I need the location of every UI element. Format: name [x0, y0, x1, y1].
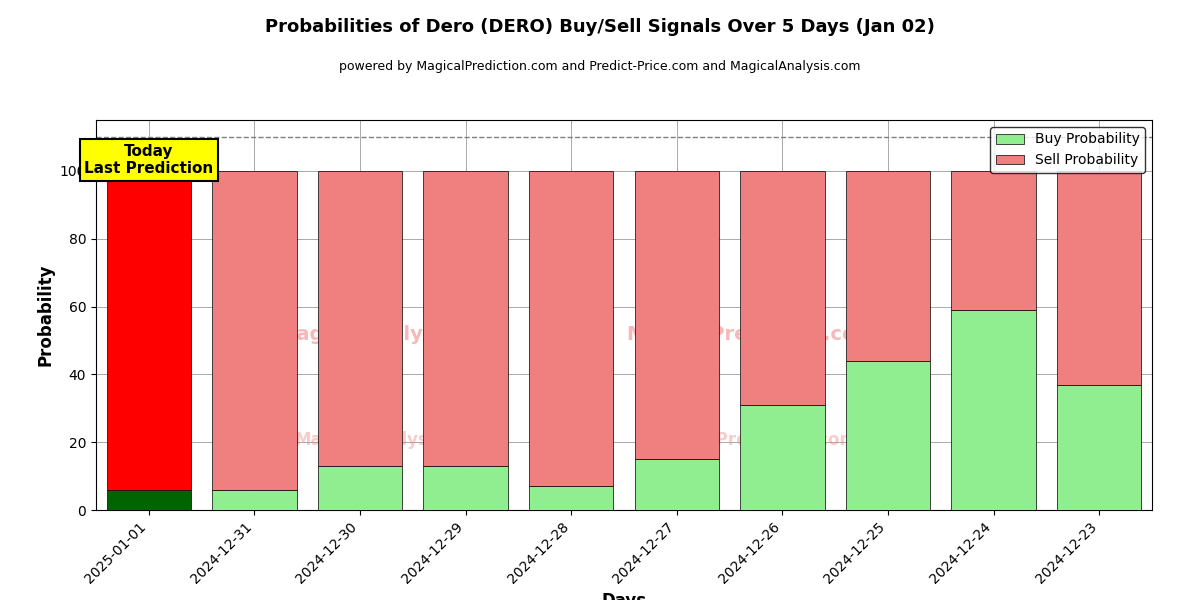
Bar [107, 171, 191, 490]
Text: powered by MagicalPrediction.com and Predict-Price.com and MagicalAnalysis.com: powered by MagicalPrediction.com and Pre… [340, 60, 860, 73]
Bar [846, 361, 930, 510]
Bar [212, 171, 296, 490]
Y-axis label: Probability: Probability [36, 264, 54, 366]
Bar [635, 459, 719, 510]
Bar [952, 310, 1036, 510]
Text: MagicalPrediction.com: MagicalPrediction.com [644, 431, 857, 449]
Bar [529, 171, 613, 486]
Bar [318, 466, 402, 510]
Bar [212, 490, 296, 510]
Bar [529, 486, 613, 510]
Bar [740, 171, 824, 405]
Text: MagicalAnalysis.com: MagicalAnalysis.com [294, 431, 488, 449]
Bar [107, 490, 191, 510]
Text: MagicalAnalysis.com: MagicalAnalysis.com [277, 325, 506, 344]
Text: Probabilities of Dero (DERO) Buy/Sell Signals Over 5 Days (Jan 02): Probabilities of Dero (DERO) Buy/Sell Si… [265, 18, 935, 36]
Bar [424, 171, 508, 466]
Bar [952, 171, 1036, 310]
Bar [1057, 171, 1141, 385]
Bar [424, 466, 508, 510]
Text: Today
Last Prediction: Today Last Prediction [84, 144, 214, 176]
Bar [1057, 385, 1141, 510]
Bar [846, 171, 930, 361]
Bar [635, 171, 719, 459]
Legend: Buy Probability, Sell Probability: Buy Probability, Sell Probability [990, 127, 1145, 173]
Bar [740, 405, 824, 510]
Text: MagicalPrediction.com: MagicalPrediction.com [626, 325, 876, 344]
Bar [318, 171, 402, 466]
X-axis label: Days: Days [601, 592, 647, 600]
